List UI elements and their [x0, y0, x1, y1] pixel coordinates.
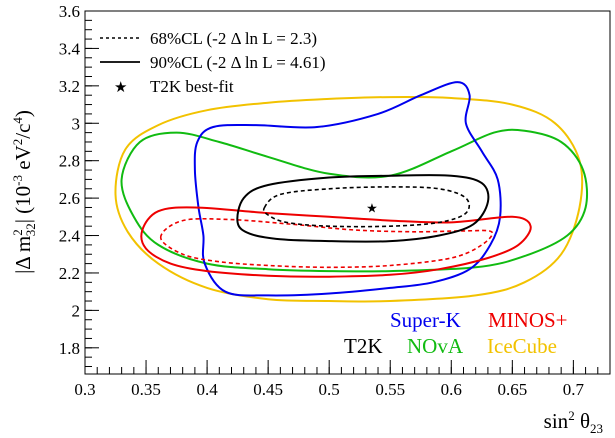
contour-t2k-68cl [262, 186, 471, 228]
y-tick-label: 3.6 [59, 2, 80, 21]
y-tick-label: 2.2 [59, 264, 80, 283]
contour-superk-90cl [193, 81, 502, 297]
plot-frame [84, 10, 611, 375]
best-fit-star-icon: ★ [366, 200, 378, 215]
y-tick-label: 3 [72, 114, 81, 133]
label-super-k: Super-K [390, 308, 461, 332]
contour-minos-90cl [140, 206, 532, 278]
experiment-labels: Super-K MINOS+ T2K NOvA IceCube [344, 308, 568, 358]
x-tick-label: 0.45 [253, 380, 283, 399]
y-tick-label: 2 [72, 301, 81, 320]
contours-layer [114, 81, 589, 303]
y-axis: 1.8 2 2.2 2.4 2.6 2.8 3 3.2 3.4 3.6 [59, 2, 99, 368]
legend-90cl-label: 90%CL (-2 Δ ln L = 4.61) [150, 53, 326, 72]
label-minos: MINOS+ [488, 308, 568, 332]
y-tick-label: 2.8 [59, 152, 80, 171]
x-tick-label: 0.5 [319, 380, 340, 399]
best-fit-layer: ★ [366, 200, 378, 215]
x-tick-label: 0.7 [563, 380, 585, 399]
y-axis-title: |Δ m232| (10-3 eV2/c4) [10, 110, 38, 274]
y-tick-label: 2.4 [59, 227, 81, 246]
y-tick-label: 2.6 [59, 189, 80, 208]
x-tick-label: 0.55 [375, 380, 405, 399]
x-axis: 0.3 0.35 0.4 0.45 0.5 0.55 0.6 0.65 0.7 [74, 360, 611, 399]
legend-bestfit-label: T2K best-fit [150, 77, 234, 96]
legend: 68%CL (-2 Δ ln L = 2.3) 90%CL (-2 Δ ln L… [100, 29, 326, 96]
y-tick-label: 3.2 [59, 77, 80, 96]
y-tick-label: 3.4 [59, 39, 81, 58]
label-t2k: T2K [344, 334, 383, 358]
x-tick-label: 0.65 [497, 380, 527, 399]
x-tick-label: 0.3 [74, 380, 95, 399]
legend-star-icon: ★ [114, 80, 127, 96]
contour-t2k-90cl [236, 174, 490, 243]
contour-nova-90cl [120, 128, 589, 273]
y-tick-label: 1.8 [59, 339, 80, 358]
x-axis-title: sin2 θ23 [544, 408, 603, 436]
legend-68cl-label: 68%CL (-2 Δ ln L = 2.3) [150, 29, 317, 48]
x-tick-label: 0.35 [131, 380, 161, 399]
label-icecube: IceCube [487, 334, 557, 358]
contour-minos-68cl [159, 217, 494, 269]
x-tick-label: 0.4 [196, 380, 218, 399]
label-nova: NOvA [407, 334, 464, 358]
x-tick-label: 0.6 [441, 380, 462, 399]
